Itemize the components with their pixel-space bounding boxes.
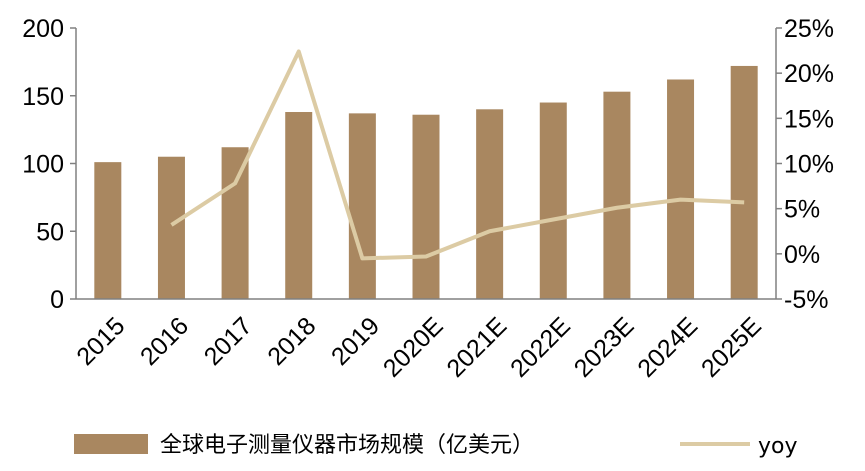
left-axis-ticks: 0 50 100 150 200	[22, 15, 76, 314]
right-tick-label: 10%	[784, 151, 834, 179]
bar-2018	[285, 112, 313, 299]
left-tick-label: 100	[22, 151, 64, 179]
bar-2017	[221, 147, 249, 299]
x-tick-label: 2018	[262, 312, 321, 371]
x-tick-label: 2016	[135, 312, 194, 371]
bar-2025E	[730, 65, 758, 299]
x-tick-label: 2022E	[505, 312, 576, 383]
right-tick-label: -5%	[784, 286, 828, 314]
legend-line-label: yoy	[758, 434, 798, 459]
bar-2023E	[603, 91, 631, 299]
left-tick-label: 50	[36, 218, 64, 246]
x-tick-label: 2025E	[696, 312, 767, 383]
x-tick-label: 2017	[199, 312, 258, 371]
bar-2016	[157, 156, 185, 299]
right-tick-label: 15%	[784, 105, 834, 133]
yoy-line	[170, 49, 745, 261]
x-tick-label: 2015	[71, 312, 130, 371]
x-tick-label: 2021E	[441, 312, 512, 383]
legend: 全球电子测量仪器市场规模（亿美元） yoy	[74, 433, 798, 459]
bar-2021E	[476, 109, 504, 299]
bar-2015	[94, 162, 122, 299]
right-axis-ticks: -5% 0% 5% 10% 15% 20% 25%	[776, 15, 834, 314]
bar-group	[94, 65, 758, 300]
legend-bar-swatch	[74, 434, 148, 454]
bar-2019	[348, 113, 376, 300]
bar-2022E	[539, 102, 567, 300]
left-tick-label: 200	[22, 15, 64, 43]
right-tick-label: 25%	[784, 15, 834, 43]
yoy-line-group	[170, 49, 745, 261]
left-tick-label: 0	[50, 286, 64, 314]
left-tick-label: 150	[22, 83, 64, 111]
x-axis-ticks: 2015 2016 2017 2018 20192020E2021E2022E2023E…	[71, 312, 766, 383]
bar-2024E	[667, 79, 695, 300]
right-tick-label: 5%	[784, 196, 820, 224]
x-tick-label: 2020E	[378, 312, 449, 383]
x-tick-label: 2024E	[632, 312, 703, 383]
bar-2020E	[412, 114, 440, 299]
legend-bar-label: 全球电子测量仪器市场规模（亿美元）	[160, 433, 534, 458]
right-tick-label: 20%	[784, 60, 834, 88]
x-tick-label: 2019	[326, 312, 385, 371]
right-tick-label: 0%	[784, 241, 820, 269]
x-tick-label: 2023E	[569, 312, 640, 383]
